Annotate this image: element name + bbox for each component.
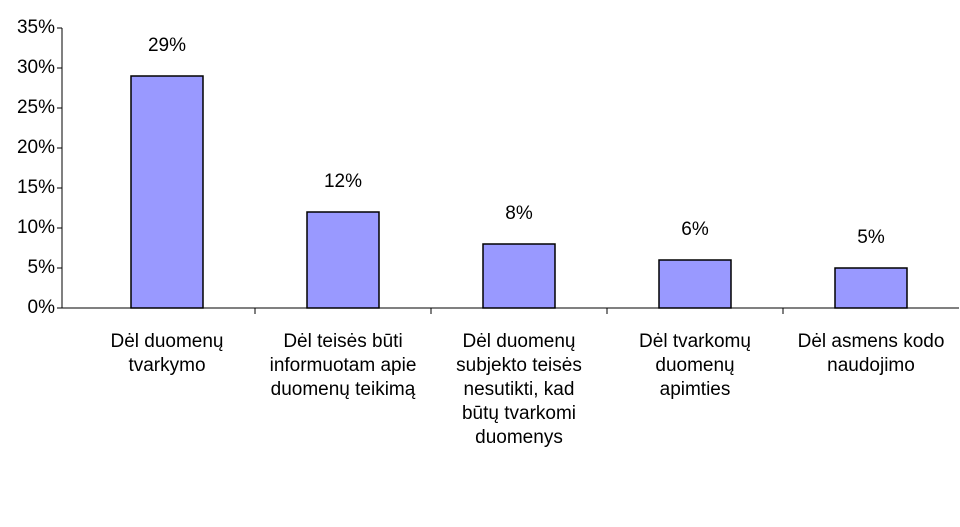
x-tick-label: Dėl teisės būti informuotam apie duomenų… <box>269 331 417 400</box>
y-tick-label: 25% <box>17 97 55 118</box>
y-tick-label: 0% <box>28 297 56 318</box>
value-label: 6% <box>681 219 709 240</box>
value-label: 5% <box>857 227 885 248</box>
y-tick-label: 10% <box>17 217 55 238</box>
y-tick-label: 5% <box>28 257 56 278</box>
x-tick-label: Dėl tvarkomų duomenų apimties <box>639 331 751 400</box>
bar <box>130 75 204 309</box>
y-tick-label: 15% <box>17 177 55 198</box>
x-tick-label: Dėl asmens kodo naudojimo <box>797 331 945 376</box>
bar <box>658 259 732 309</box>
y-tick-label: 30% <box>17 57 55 78</box>
bar <box>306 211 380 309</box>
y-tick-label: 20% <box>17 137 55 158</box>
bar <box>482 243 556 309</box>
y-tick-label: 35% <box>17 17 55 38</box>
x-tick-label: Dėl duomenų tvarkymo <box>110 331 224 376</box>
x-tick-label: Dėl duomenų subjekto teisės nesutikti, k… <box>456 331 582 448</box>
value-label: 8% <box>505 203 533 224</box>
bar <box>834 267 908 309</box>
value-label: 29% <box>148 35 186 56</box>
value-label: 12% <box>324 171 362 192</box>
